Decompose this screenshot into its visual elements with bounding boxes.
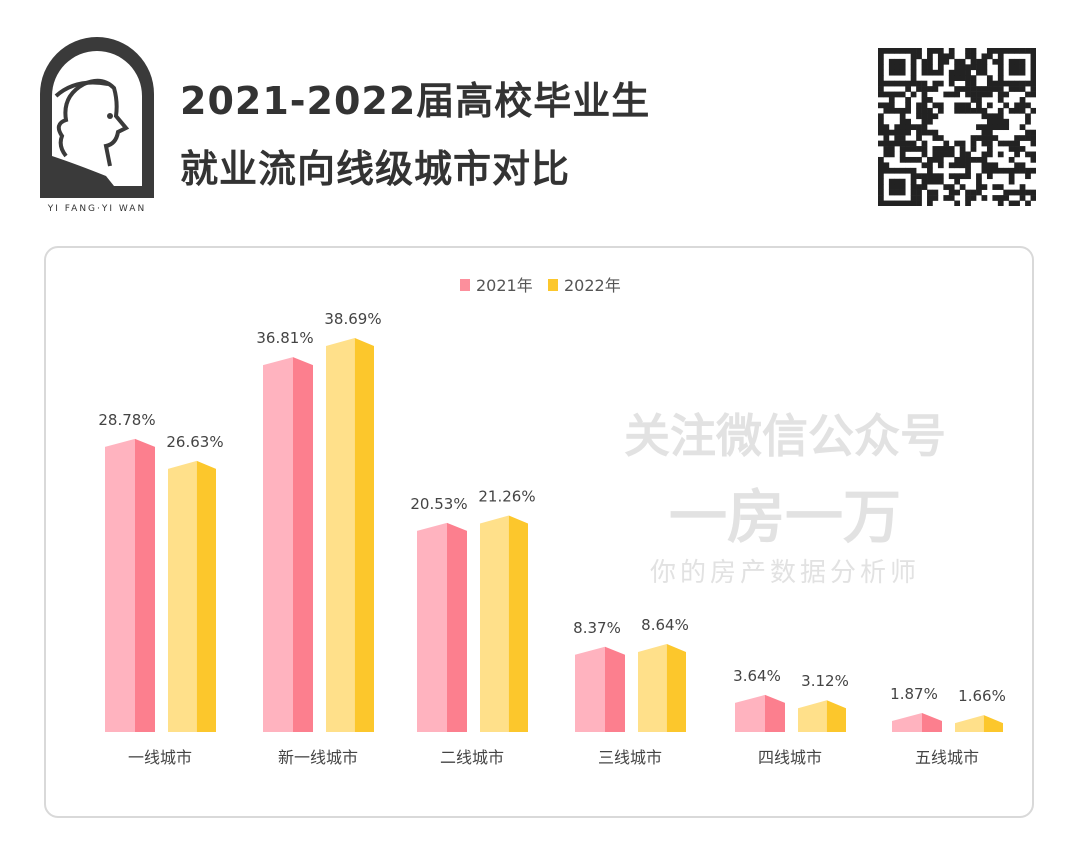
data-label: 8.64%: [641, 616, 689, 634]
legend-label-2021: 2021年: [476, 276, 533, 295]
bar-1-5: [955, 715, 1003, 732]
chart-card: [44, 246, 1034, 818]
bar-1-2: [480, 515, 528, 732]
data-label: 28.78%: [98, 411, 155, 429]
bar-1-3: [638, 644, 686, 732]
legend-swatch-2022: [548, 279, 558, 291]
legend: 2021年 2022年: [460, 276, 621, 295]
qr-code: [878, 48, 1036, 206]
data-label: 21.26%: [478, 487, 535, 505]
bar-0-5: [892, 712, 942, 732]
data-label: 8.37%: [573, 619, 621, 637]
x-tick-label: 新一线城市: [278, 748, 358, 767]
legend-label-2022: 2022年: [564, 276, 621, 295]
data-label: 1.66%: [958, 687, 1006, 705]
bar-1-4: [798, 700, 846, 732]
bar-0-4: [735, 694, 785, 732]
page-title-line-2: 就业流向线级城市对比: [180, 147, 571, 191]
legend-swatch-2021: [460, 279, 470, 291]
bar-0-2: [417, 522, 467, 732]
bar-1-1: [326, 338, 374, 732]
data-label: 26.63%: [166, 433, 223, 451]
data-label: 36.81%: [256, 329, 313, 347]
data-label: 20.53%: [410, 495, 467, 513]
x-tick-label: 五线城市: [915, 748, 979, 767]
watermark-line-2: 一房一万: [668, 483, 901, 551]
data-label: 3.12%: [801, 672, 849, 690]
x-tick-label: 二线城市: [440, 748, 504, 767]
bar-1-0: [168, 460, 216, 732]
data-label: 1.87%: [890, 685, 938, 703]
watermark-line-1: 关注微信公众号: [624, 409, 946, 463]
page-title-line-1: 2021-2022届高校毕业生: [180, 79, 651, 123]
x-tick-label: 四线城市: [758, 748, 822, 767]
bar-0-1: [263, 357, 313, 732]
bar-0-3: [575, 646, 625, 732]
data-label: 3.64%: [733, 667, 781, 685]
logo-text: YI FANG·YI WAN: [47, 204, 147, 214]
brand-logo: [40, 37, 154, 198]
bar-0-0: [105, 438, 155, 732]
x-tick-label: 一线城市: [128, 748, 192, 767]
watermark-line-3: 你的房产数据分析师: [649, 558, 920, 588]
x-tick-label: 三线城市: [598, 748, 662, 767]
data-label: 38.69%: [324, 310, 381, 328]
